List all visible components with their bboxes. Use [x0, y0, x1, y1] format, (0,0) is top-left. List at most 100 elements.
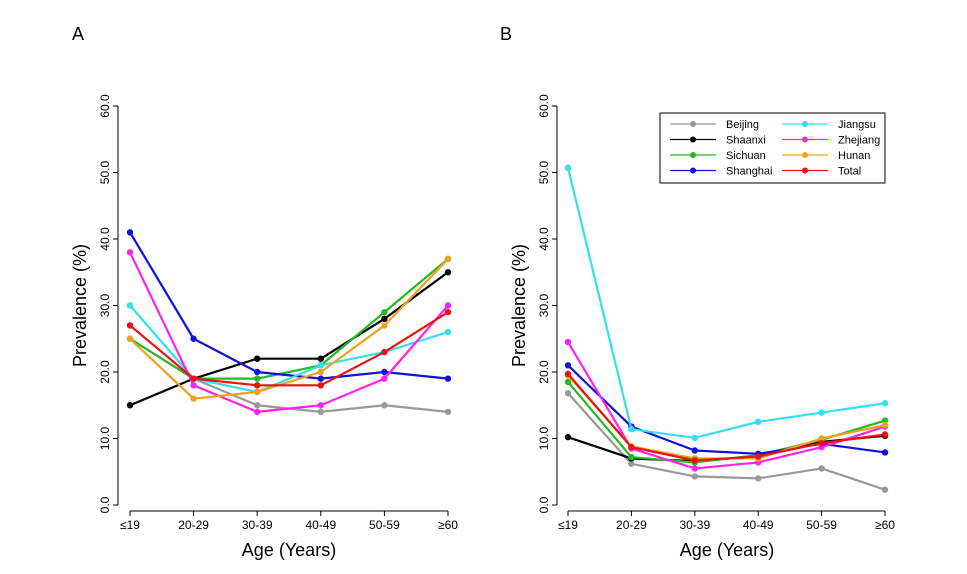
series-line-jiangsu — [566, 167, 886, 439]
y-tick-label: 0.0 — [537, 496, 551, 513]
data-point-total — [126, 322, 134, 329]
series-line-zhejiang — [129, 251, 449, 413]
data-point-zhejiang — [691, 465, 698, 472]
data-point-zhejiang — [381, 375, 388, 382]
series-line-zhejiang — [567, 341, 886, 470]
data-point-total — [628, 443, 635, 451]
series-hunan — [126, 255, 452, 402]
y-tick-label: 40.0 — [537, 227, 551, 251]
series-line-total — [129, 311, 449, 387]
y-tick-label: 10.0 — [98, 426, 112, 450]
legend-label: Beijing — [726, 119, 759, 131]
y-tick-label: 20.0 — [537, 360, 551, 384]
legend-marker — [802, 152, 808, 158]
data-point-hunan — [444, 255, 452, 263]
y-tick-label: 60.0 — [98, 94, 112, 118]
data-point-sichuan — [628, 453, 635, 461]
data-point-zhejiang — [190, 382, 197, 389]
x-tick-label: 40-49 — [743, 518, 774, 532]
data-point-beijing — [254, 402, 261, 409]
data-point-shaanxi — [126, 402, 134, 409]
data-point-hunan — [881, 422, 889, 429]
series-line-hunan — [129, 258, 449, 400]
series-zhejiang — [126, 249, 452, 416]
data-point-sichuan — [564, 378, 572, 386]
data-point-shaanxi — [564, 433, 572, 441]
data-point-total — [190, 375, 197, 382]
data-point-shanghai — [126, 229, 134, 236]
data-point-total — [254, 382, 261, 389]
data-point-hunan — [317, 368, 324, 376]
legend-label: Sichuan — [726, 150, 766, 162]
series-line-beijing — [567, 392, 886, 491]
data-point-hunan — [126, 335, 134, 342]
legend-label: Hunan — [838, 150, 870, 162]
data-point-shanghai — [564, 362, 572, 369]
data-point-zhejiang — [444, 302, 452, 309]
series-line-shanghai — [129, 231, 449, 380]
data-point-shanghai — [254, 368, 261, 376]
legend-marker — [802, 121, 808, 127]
y-tick-label: 50.0 — [98, 160, 112, 184]
data-point-total — [691, 457, 698, 464]
series-shaanxi — [126, 269, 452, 409]
data-point-jiangsu — [628, 425, 635, 433]
data-point-beijing — [317, 408, 324, 416]
data-point-sichuan — [254, 375, 261, 382]
data-point-shaanxi — [317, 355, 324, 362]
legend-marker — [690, 167, 696, 174]
data-point-jiangsu — [444, 328, 452, 336]
data-point-hunan — [190, 395, 197, 402]
x-axis-title: Age (Years) — [680, 540, 774, 560]
data-point-zhejiang — [254, 408, 261, 416]
legend-label: Shaanxi — [726, 135, 766, 147]
data-point-shanghai — [691, 447, 698, 454]
data-point-jiangsu — [881, 400, 889, 407]
data-point-shaanxi — [254, 355, 261, 362]
x-tick-label: 30-39 — [242, 518, 273, 532]
data-point-hunan — [818, 435, 825, 442]
data-point-shanghai — [381, 368, 388, 376]
data-point-zhejiang — [126, 249, 134, 256]
x-tick-label: ≤19 — [120, 518, 140, 532]
legend-marker — [802, 136, 808, 143]
chart-panel-a: 0.0 10.0 20.0 30.0 40.0 50.0 60.0 ≤19 20-29 30-39… — [70, 94, 458, 560]
y-tick-label: 10.0 — [537, 426, 551, 450]
data-point-jiangsu — [126, 302, 134, 309]
data-point-total — [564, 370, 572, 378]
y-tick-label: 60.0 — [537, 94, 551, 118]
data-point-total — [317, 382, 324, 389]
legend-item-shanghai: Shanghai — [670, 166, 773, 178]
data-point-jiangsu — [317, 362, 324, 369]
series-total — [564, 370, 889, 464]
legend-marker — [690, 121, 696, 127]
data-point-jiangsu — [691, 434, 698, 442]
data-point-beijing — [881, 486, 889, 493]
x-tick-label: ≤19 — [558, 518, 578, 532]
data-point-jiangsu — [755, 418, 762, 426]
y-tick-label: 50.0 — [537, 160, 551, 184]
y-tick-label: 40.0 — [98, 227, 112, 251]
legend-item-jiangsu: Jiangsu — [782, 119, 876, 131]
data-point-hunan — [381, 322, 388, 329]
legend-item-sichuan: Sichuan — [670, 150, 766, 162]
data-point-shaanxi — [381, 315, 388, 322]
data-point-beijing — [818, 465, 825, 472]
x-tick-label: 20-29 — [178, 518, 209, 532]
panel-label-a: A — [72, 24, 84, 44]
data-point-shanghai — [444, 375, 452, 382]
x-tick-label: 20-29 — [616, 518, 647, 532]
y-tick-label: 20.0 — [98, 360, 112, 384]
legend-item-total: Total — [782, 166, 861, 178]
series-shanghai — [126, 229, 452, 382]
data-point-jiangsu — [564, 164, 572, 172]
data-point-sichuan — [881, 417, 889, 424]
series-total — [126, 308, 452, 389]
series-line-shaanxi — [129, 271, 449, 407]
data-point-beijing — [564, 390, 572, 397]
data-point-total — [818, 439, 825, 447]
data-point-hunan — [254, 388, 261, 396]
legend-box — [659, 112, 886, 184]
data-point-shanghai — [317, 375, 324, 382]
